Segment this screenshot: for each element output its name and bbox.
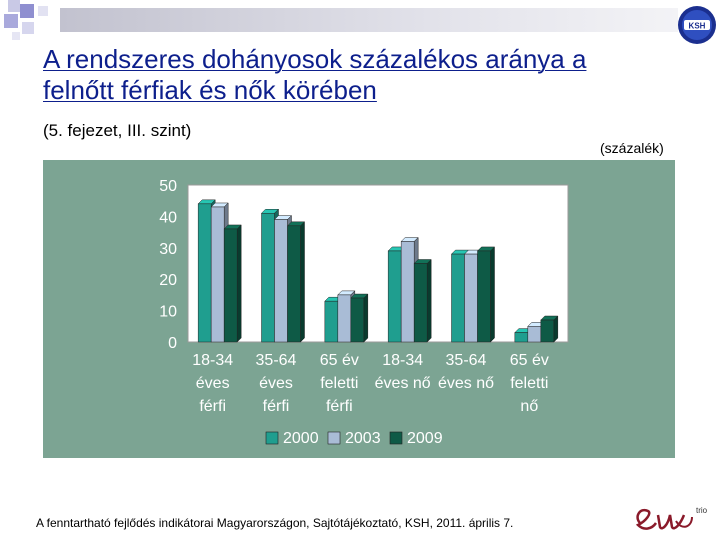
x-tick-label: feletti — [510, 375, 548, 392]
ksh-logo: KSH — [678, 6, 716, 44]
x-tick-label: férfi — [199, 398, 226, 415]
y-tick-label: 10 — [159, 304, 177, 321]
legend-swatch-2009 — [389, 431, 403, 445]
x-tick-label: férfi — [263, 398, 290, 415]
x-tick-label: éves nő — [375, 375, 431, 392]
bar-side — [363, 293, 369, 343]
x-tick-label: 18-34 — [192, 352, 233, 369]
x-tick-label: feletti — [320, 375, 358, 392]
brand-logo: trio — [635, 506, 708, 530]
plot-area — [187, 184, 569, 343]
x-tick-label: 35-64 — [256, 352, 297, 369]
x-tick-label: éves nő — [438, 375, 494, 392]
bar-side — [236, 224, 242, 343]
bar-2009-0 — [223, 228, 238, 343]
x-tick-label: 65 év — [510, 352, 549, 369]
y-tick-label: 40 — [159, 209, 177, 226]
header-bar — [60, 8, 678, 32]
x-tick-label: éves — [259, 375, 293, 392]
source-note: A fenntartható fejlődés indikátorai Magy… — [36, 516, 514, 530]
x-tick-label: 18-34 — [382, 352, 423, 369]
legend-swatch-2003 — [327, 431, 341, 445]
bar-chart: 0 10 20 30 40 50 18-34 éves férfi 35-64 éves férfi 6… — [159, 178, 569, 447]
legend-label-2000: 2000 — [283, 430, 319, 447]
bar-2009-4 — [477, 250, 491, 343]
x-tick-label: 35-64 — [446, 352, 487, 369]
legend-label-2009: 2009 — [407, 430, 443, 447]
unit-label: (százalék) — [600, 140, 664, 156]
bar-side — [490, 246, 495, 343]
bar-2000-5 — [514, 332, 529, 343]
page-subtitle: (5. fejezet, III. szint) — [43, 121, 192, 140]
y-tick-label: 20 — [159, 272, 177, 289]
y-tick-label: 50 — [159, 178, 177, 195]
bar-2003-5 — [527, 326, 542, 343]
x-tick-label: 65 év — [320, 352, 359, 369]
y-tick-label: 30 — [159, 241, 177, 258]
bar-side — [426, 258, 432, 343]
bar-2003-0 — [210, 206, 225, 343]
bar-2009-2 — [350, 297, 365, 343]
svg-text:KSH: KSH — [689, 22, 706, 31]
corner-decoration — [4, 0, 48, 40]
bar-2003-3 — [400, 241, 415, 343]
bar-2000-1 — [261, 213, 275, 343]
bar-side — [300, 221, 305, 343]
bar-2009-3 — [413, 263, 428, 343]
bar-2003-1 — [274, 219, 288, 343]
bar-2000-2 — [324, 300, 339, 343]
bar-2003-4 — [464, 253, 478, 343]
legend-label-2003: 2003 — [345, 430, 381, 447]
x-tick-label: éves — [196, 375, 230, 392]
bar-2000-4 — [451, 253, 465, 343]
page-title: A rendszeres dohányosok százalékos arány… — [43, 44, 587, 105]
y-tick-label: 0 — [168, 335, 177, 352]
bar-2009-5 — [540, 319, 555, 343]
bar-2000-0 — [197, 203, 212, 343]
legend-swatch-2000 — [265, 431, 279, 445]
bar-side — [553, 315, 559, 343]
bar-2000-3 — [387, 250, 402, 343]
bar-2009-1 — [287, 225, 301, 343]
chart-panel: 0 10 20 30 40 50 18-34 éves férfi 35-64 éves férfi 6… — [43, 160, 675, 458]
x-tick-label: férfi — [326, 398, 353, 415]
x-tick-label: nő — [520, 398, 538, 415]
svg-text:trio: trio — [696, 506, 708, 515]
bar-2003-2 — [337, 294, 352, 343]
